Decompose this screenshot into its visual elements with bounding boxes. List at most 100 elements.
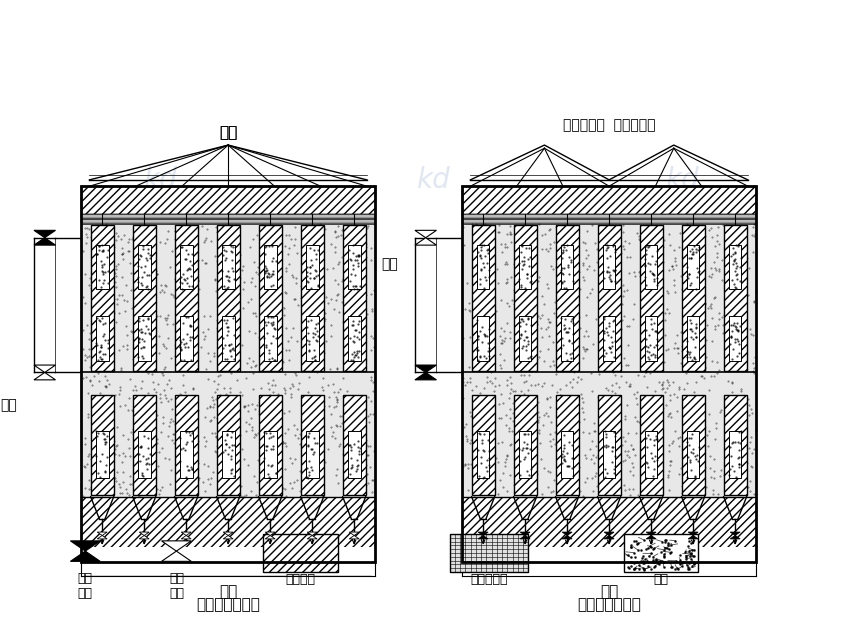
Bar: [138, 316, 150, 360]
Polygon shape: [415, 373, 436, 380]
Bar: [138, 244, 150, 289]
Bar: [477, 316, 490, 360]
Bar: [728, 431, 741, 478]
Polygon shape: [520, 535, 530, 539]
Bar: [561, 316, 574, 360]
Polygon shape: [415, 230, 436, 238]
Polygon shape: [646, 532, 656, 535]
Bar: [301, 225, 324, 371]
Polygon shape: [34, 230, 55, 238]
Text: 滤板剖面: 滤板剖面: [286, 573, 315, 586]
Bar: [348, 316, 360, 360]
Bar: [180, 431, 192, 478]
Text: 滤液或洗液: 滤液或洗液: [470, 573, 507, 586]
Bar: [81, 219, 375, 223]
Bar: [264, 244, 276, 289]
Bar: [264, 534, 338, 572]
Text: kd: kd: [607, 444, 641, 472]
Text: 洗液: 洗液: [600, 584, 618, 599]
Text: 滤液: 滤液: [219, 584, 237, 599]
Text: kd: kd: [143, 166, 177, 194]
Text: 阀门: 阀门: [78, 572, 93, 585]
Bar: [258, 225, 281, 371]
Bar: [687, 431, 700, 478]
Bar: [462, 186, 756, 563]
Bar: [348, 244, 360, 289]
Polygon shape: [479, 532, 488, 535]
Polygon shape: [349, 532, 360, 535]
Bar: [556, 395, 579, 495]
Bar: [603, 431, 615, 478]
Text: kd: kd: [309, 305, 343, 333]
Bar: [450, 534, 529, 572]
Polygon shape: [646, 535, 656, 539]
Bar: [264, 431, 276, 478]
Polygon shape: [34, 365, 55, 373]
Bar: [645, 431, 658, 478]
Polygon shape: [520, 532, 530, 535]
Bar: [133, 395, 156, 495]
Bar: [343, 225, 366, 371]
Polygon shape: [162, 541, 191, 551]
Bar: [81, 224, 375, 373]
Polygon shape: [307, 532, 317, 535]
Bar: [645, 244, 658, 289]
Bar: [556, 225, 579, 371]
Polygon shape: [562, 532, 572, 535]
Polygon shape: [265, 532, 275, 535]
Text: 明流洗涤示意图: 明流洗涤示意图: [577, 597, 641, 612]
Bar: [513, 225, 536, 371]
Text: 滤布: 滤布: [219, 125, 237, 140]
Polygon shape: [688, 532, 698, 535]
Bar: [603, 316, 615, 360]
Bar: [518, 431, 531, 478]
Bar: [462, 496, 756, 547]
Bar: [81, 496, 375, 547]
Bar: [728, 244, 741, 289]
Bar: [348, 431, 360, 478]
Bar: [81, 214, 375, 218]
Bar: [306, 431, 319, 478]
Bar: [639, 225, 663, 371]
Bar: [723, 225, 746, 371]
Bar: [561, 244, 574, 289]
Bar: [81, 373, 375, 496]
Polygon shape: [139, 535, 149, 539]
Bar: [462, 224, 756, 373]
Bar: [462, 496, 756, 547]
Bar: [180, 316, 192, 360]
Polygon shape: [71, 551, 100, 561]
Polygon shape: [224, 532, 233, 535]
Bar: [462, 186, 756, 214]
Bar: [518, 244, 531, 289]
Polygon shape: [349, 535, 360, 539]
Polygon shape: [562, 535, 572, 539]
Polygon shape: [415, 365, 436, 373]
Polygon shape: [139, 532, 149, 535]
Bar: [264, 316, 276, 360]
Text: kd: kd: [416, 166, 450, 194]
Polygon shape: [34, 238, 55, 245]
Bar: [174, 395, 198, 495]
Text: 阀门: 阀门: [169, 572, 184, 585]
Bar: [462, 373, 756, 496]
Bar: [301, 395, 324, 495]
Bar: [81, 186, 375, 563]
Text: kd: kd: [665, 166, 699, 194]
Bar: [217, 225, 240, 371]
Bar: [81, 186, 375, 563]
Bar: [462, 186, 756, 563]
Bar: [477, 431, 490, 478]
Text: kd: kd: [101, 400, 135, 428]
Bar: [258, 395, 281, 495]
Bar: [518, 316, 531, 360]
Bar: [91, 225, 114, 371]
Bar: [133, 225, 156, 371]
Bar: [639, 395, 663, 495]
Polygon shape: [162, 551, 191, 561]
Polygon shape: [307, 535, 317, 539]
Polygon shape: [97, 532, 107, 535]
Polygon shape: [34, 373, 55, 380]
Bar: [222, 431, 235, 478]
Bar: [462, 214, 756, 218]
